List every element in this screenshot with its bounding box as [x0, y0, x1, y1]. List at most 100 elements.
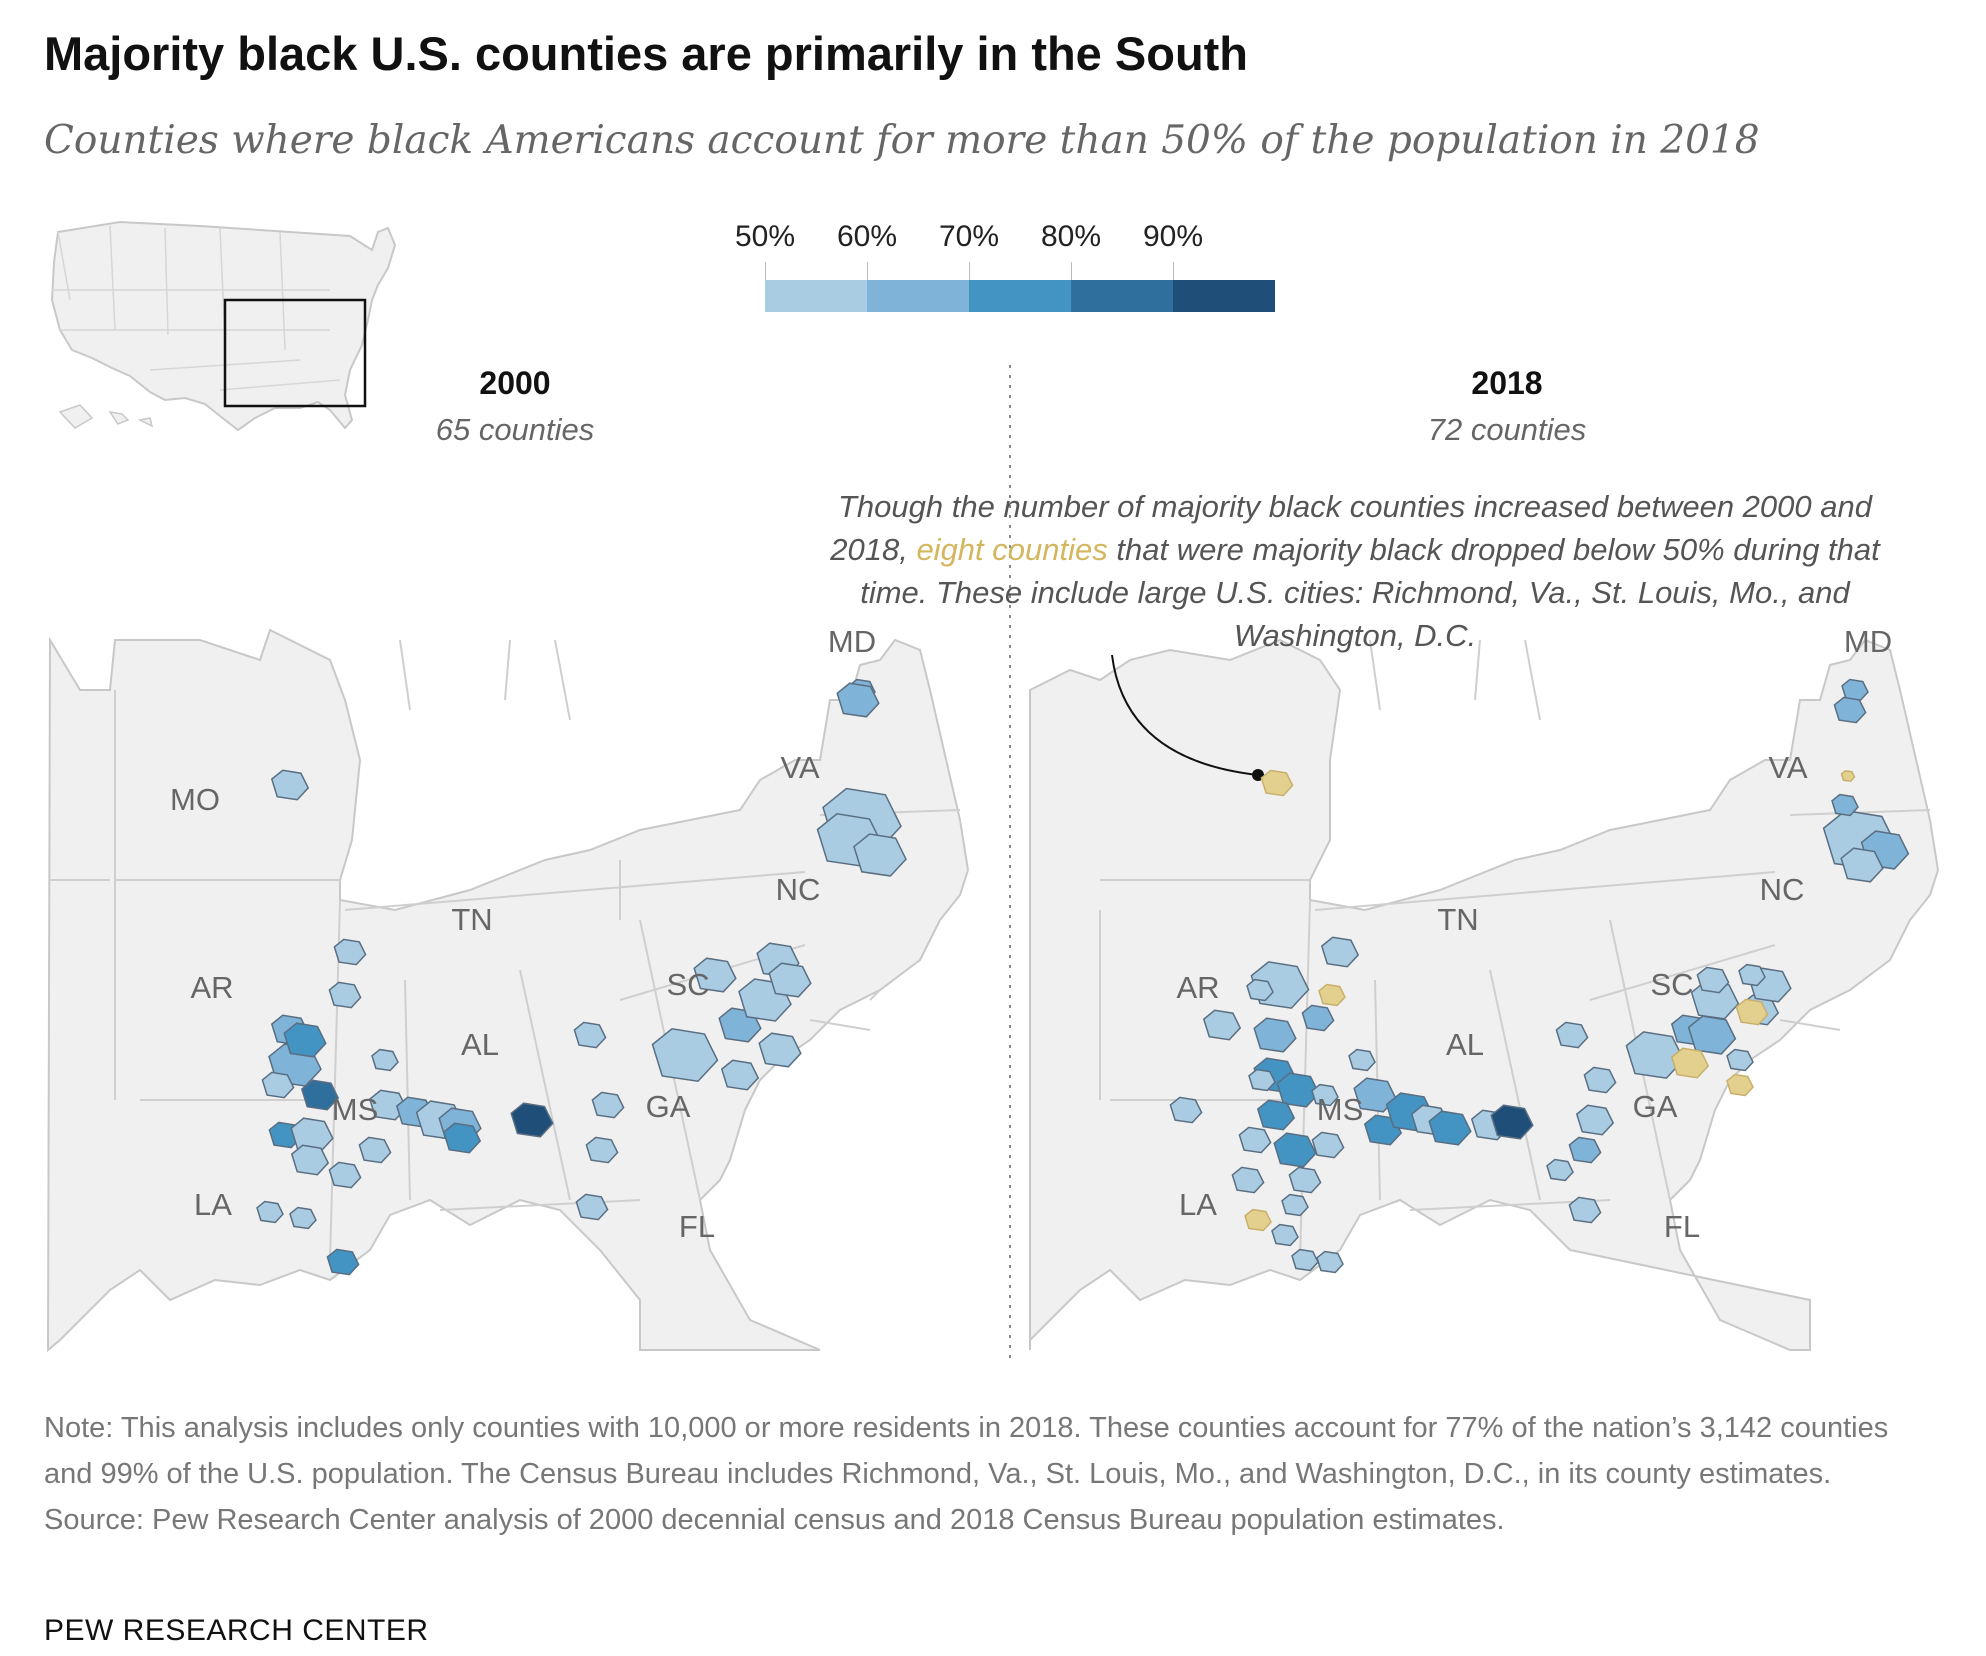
county-dropped — [1840, 769, 1856, 783]
county-majority-black — [261, 1071, 295, 1099]
county-majority-black — [1696, 966, 1730, 994]
state-label: GA — [646, 1089, 691, 1124]
state-label: SC — [666, 967, 709, 1002]
state-label: TN — [451, 902, 492, 937]
state-label: AL — [461, 1027, 499, 1062]
county-dropped — [1670, 1047, 1710, 1079]
county-majority-black — [256, 1200, 284, 1224]
county-majority-black — [758, 1032, 802, 1068]
color-legend: 50% 60% 70% 80% 90% — [735, 220, 1285, 320]
county-majority-black — [1831, 793, 1859, 817]
state-label: AR — [190, 970, 233, 1005]
legend-tick: 50% — [734, 220, 796, 253]
county-majority-black — [591, 1091, 625, 1119]
legend-swatch — [969, 280, 1071, 312]
state-label: AR — [1176, 970, 1219, 1005]
panel-2018-header: 2018 72 counties — [1357, 365, 1657, 448]
county-majority-black — [693, 957, 737, 993]
county-majority-black — [573, 1021, 607, 1049]
county-majority-black — [328, 981, 362, 1009]
county-majority-black — [1202, 1009, 1242, 1041]
county-majority-black — [270, 769, 310, 801]
annotation-leader-line — [1111, 654, 1259, 776]
county-majority-black — [290, 1117, 334, 1153]
county-majority-black — [1575, 1104, 1615, 1136]
county-majority-black — [333, 938, 367, 966]
state-label: MO — [170, 782, 220, 817]
county-majority-black — [510, 1102, 554, 1138]
county-dropped — [1735, 998, 1769, 1026]
county-majority-black — [1169, 1096, 1203, 1124]
county-majority-black — [853, 833, 907, 877]
county-majority-black — [1291, 1248, 1319, 1272]
state-label: TN — [1437, 902, 1478, 937]
map-2000 — [46, 628, 970, 1353]
county-majority-black — [836, 682, 880, 718]
county-majority-black — [358, 1136, 392, 1164]
note-text: Note: This analysis includes only counti… — [44, 1412, 1889, 1490]
panel-year: 2000 — [479, 365, 551, 401]
county-dropped — [1244, 1208, 1272, 1232]
state-label: LA — [1179, 1187, 1217, 1222]
state-label: MD — [828, 624, 876, 659]
county-majority-black — [1231, 1166, 1265, 1194]
county-majority-black — [300, 1079, 340, 1111]
legend-swatch — [765, 280, 867, 312]
state-label: LA — [194, 1187, 232, 1222]
panel-count: 72 counties — [1427, 412, 1587, 447]
county-majority-black — [585, 1136, 619, 1164]
county-majority-black — [1281, 1193, 1309, 1217]
state-label: MD — [1844, 624, 1892, 659]
county-majority-black — [1583, 1066, 1617, 1094]
state-label: NC — [1760, 872, 1805, 907]
brand-logo-text: PEW RESEARCH CENTER — [44, 1614, 429, 1647]
source-text: Source: Pew Research Center analysis of … — [44, 1504, 1505, 1536]
county-majority-black — [1546, 1158, 1574, 1182]
state-label: MS — [332, 1092, 379, 1127]
county-dropped — [1726, 1073, 1754, 1097]
county-majority-black — [720, 1059, 760, 1091]
inset-us-map — [50, 220, 397, 432]
county-majority-black — [326, 1248, 360, 1276]
annotation: Though the number of majority black coun… — [820, 485, 1890, 657]
state-label: GA — [1633, 1089, 1678, 1124]
county-majority-black — [1316, 1250, 1344, 1274]
county-majority-black — [289, 1206, 317, 1230]
county-majority-black — [283, 1022, 327, 1058]
county-majority-black — [442, 1122, 482, 1154]
county-dropped — [1318, 983, 1346, 1007]
county-majority-black — [575, 1193, 609, 1221]
legend-swatch — [867, 280, 969, 312]
chart-subtitle: Counties where black Americans account f… — [44, 118, 1760, 163]
panel-2000-header: 2000 65 counties — [365, 365, 665, 448]
county-majority-black — [1555, 1021, 1589, 1049]
county-majority-black — [328, 1161, 362, 1189]
legend-swatch — [1173, 280, 1275, 312]
county-majority-black — [1738, 963, 1766, 987]
county-majority-black — [1271, 1223, 1299, 1247]
legend-tick: 60% — [836, 220, 898, 253]
state-label: SC — [1650, 967, 1693, 1002]
panel-count: 65 counties — [435, 412, 595, 447]
state-label: AL — [1446, 1027, 1484, 1062]
state-label: NC — [776, 872, 821, 907]
county-majority-black — [1301, 1004, 1335, 1032]
county-majority-black — [1256, 1099, 1296, 1131]
chart-title: Majority black U.S. counties are primari… — [44, 27, 1249, 80]
county-majority-black — [1246, 978, 1274, 1002]
county-majority-black — [290, 1144, 330, 1176]
county-majority-black — [1288, 1166, 1322, 1194]
legend-swatch — [1071, 280, 1173, 312]
county-majority-black — [1348, 1048, 1376, 1072]
state-label: MS — [1317, 1092, 1364, 1127]
footnote: Note: This analysis includes only counti… — [44, 1405, 1944, 1543]
state-label: FL — [679, 1209, 715, 1244]
county-majority-black — [1311, 1083, 1339, 1107]
county-majority-black — [1253, 1017, 1297, 1053]
county-majority-black — [1840, 847, 1884, 883]
county-majority-black — [371, 1048, 399, 1072]
county-majority-black — [1311, 1131, 1345, 1159]
county-majority-black — [1428, 1110, 1472, 1146]
legend-tick: 80% — [1040, 220, 1102, 253]
